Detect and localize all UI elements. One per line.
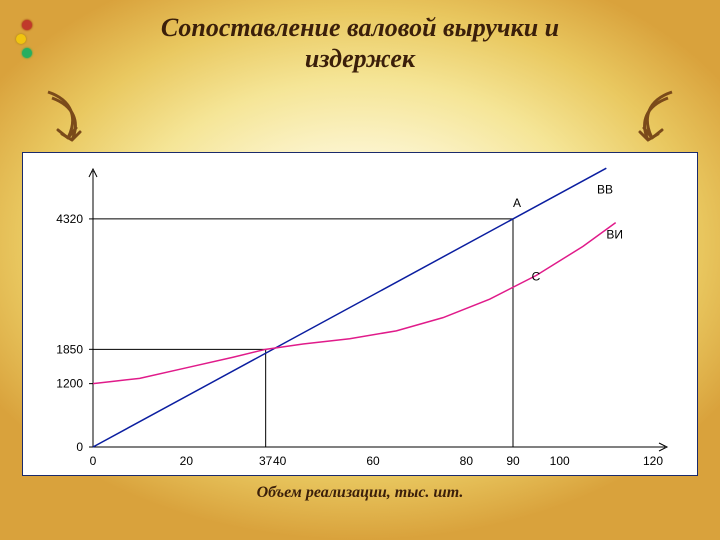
x-extra-label: 37 bbox=[259, 454, 273, 468]
x-axis-caption: Объем реализации, тыс. шт. bbox=[0, 484, 720, 502]
decor-arrow-left bbox=[38, 88, 84, 158]
x-tick-label: 60 bbox=[366, 454, 380, 468]
chart-svg: 0 20 40 60 80 100 120 37 90 0 1200 1850 4320 ВВ ВИ A C bbox=[23, 153, 699, 477]
decor-arrow-right bbox=[636, 88, 682, 158]
x-tick-label: 100 bbox=[550, 454, 570, 468]
series-label-ВИ: ВИ bbox=[606, 227, 623, 241]
series-label-ВВ: ВВ bbox=[597, 183, 613, 197]
y-tick-label: 0 bbox=[76, 440, 83, 454]
y-tick-label: 1200 bbox=[56, 377, 83, 391]
chart-panel: 0 20 40 60 80 100 120 37 90 0 1200 1850 4320 ВВ ВИ A C bbox=[22, 152, 698, 476]
point-label: A bbox=[513, 196, 521, 210]
x-tick-label: 0 bbox=[90, 454, 97, 468]
x-extra-label: 90 bbox=[506, 454, 520, 468]
x-tick-label: 40 bbox=[273, 454, 287, 468]
y-tick-label: 1850 bbox=[56, 342, 83, 356]
series-ВВ bbox=[93, 168, 606, 447]
y-tick-label: 4320 bbox=[56, 212, 83, 226]
x-tick-label: 20 bbox=[180, 454, 194, 468]
x-tick-label: 80 bbox=[460, 454, 474, 468]
title-line2: издержек bbox=[305, 44, 415, 73]
page-title: Сопоставление валовой выручки и издержек bbox=[0, 12, 720, 74]
title-line1: Сопоставление валовой выручки и bbox=[161, 13, 559, 42]
series-ВИ bbox=[93, 223, 616, 384]
point-label: C bbox=[532, 270, 541, 284]
x-tick-label: 120 bbox=[643, 454, 663, 468]
